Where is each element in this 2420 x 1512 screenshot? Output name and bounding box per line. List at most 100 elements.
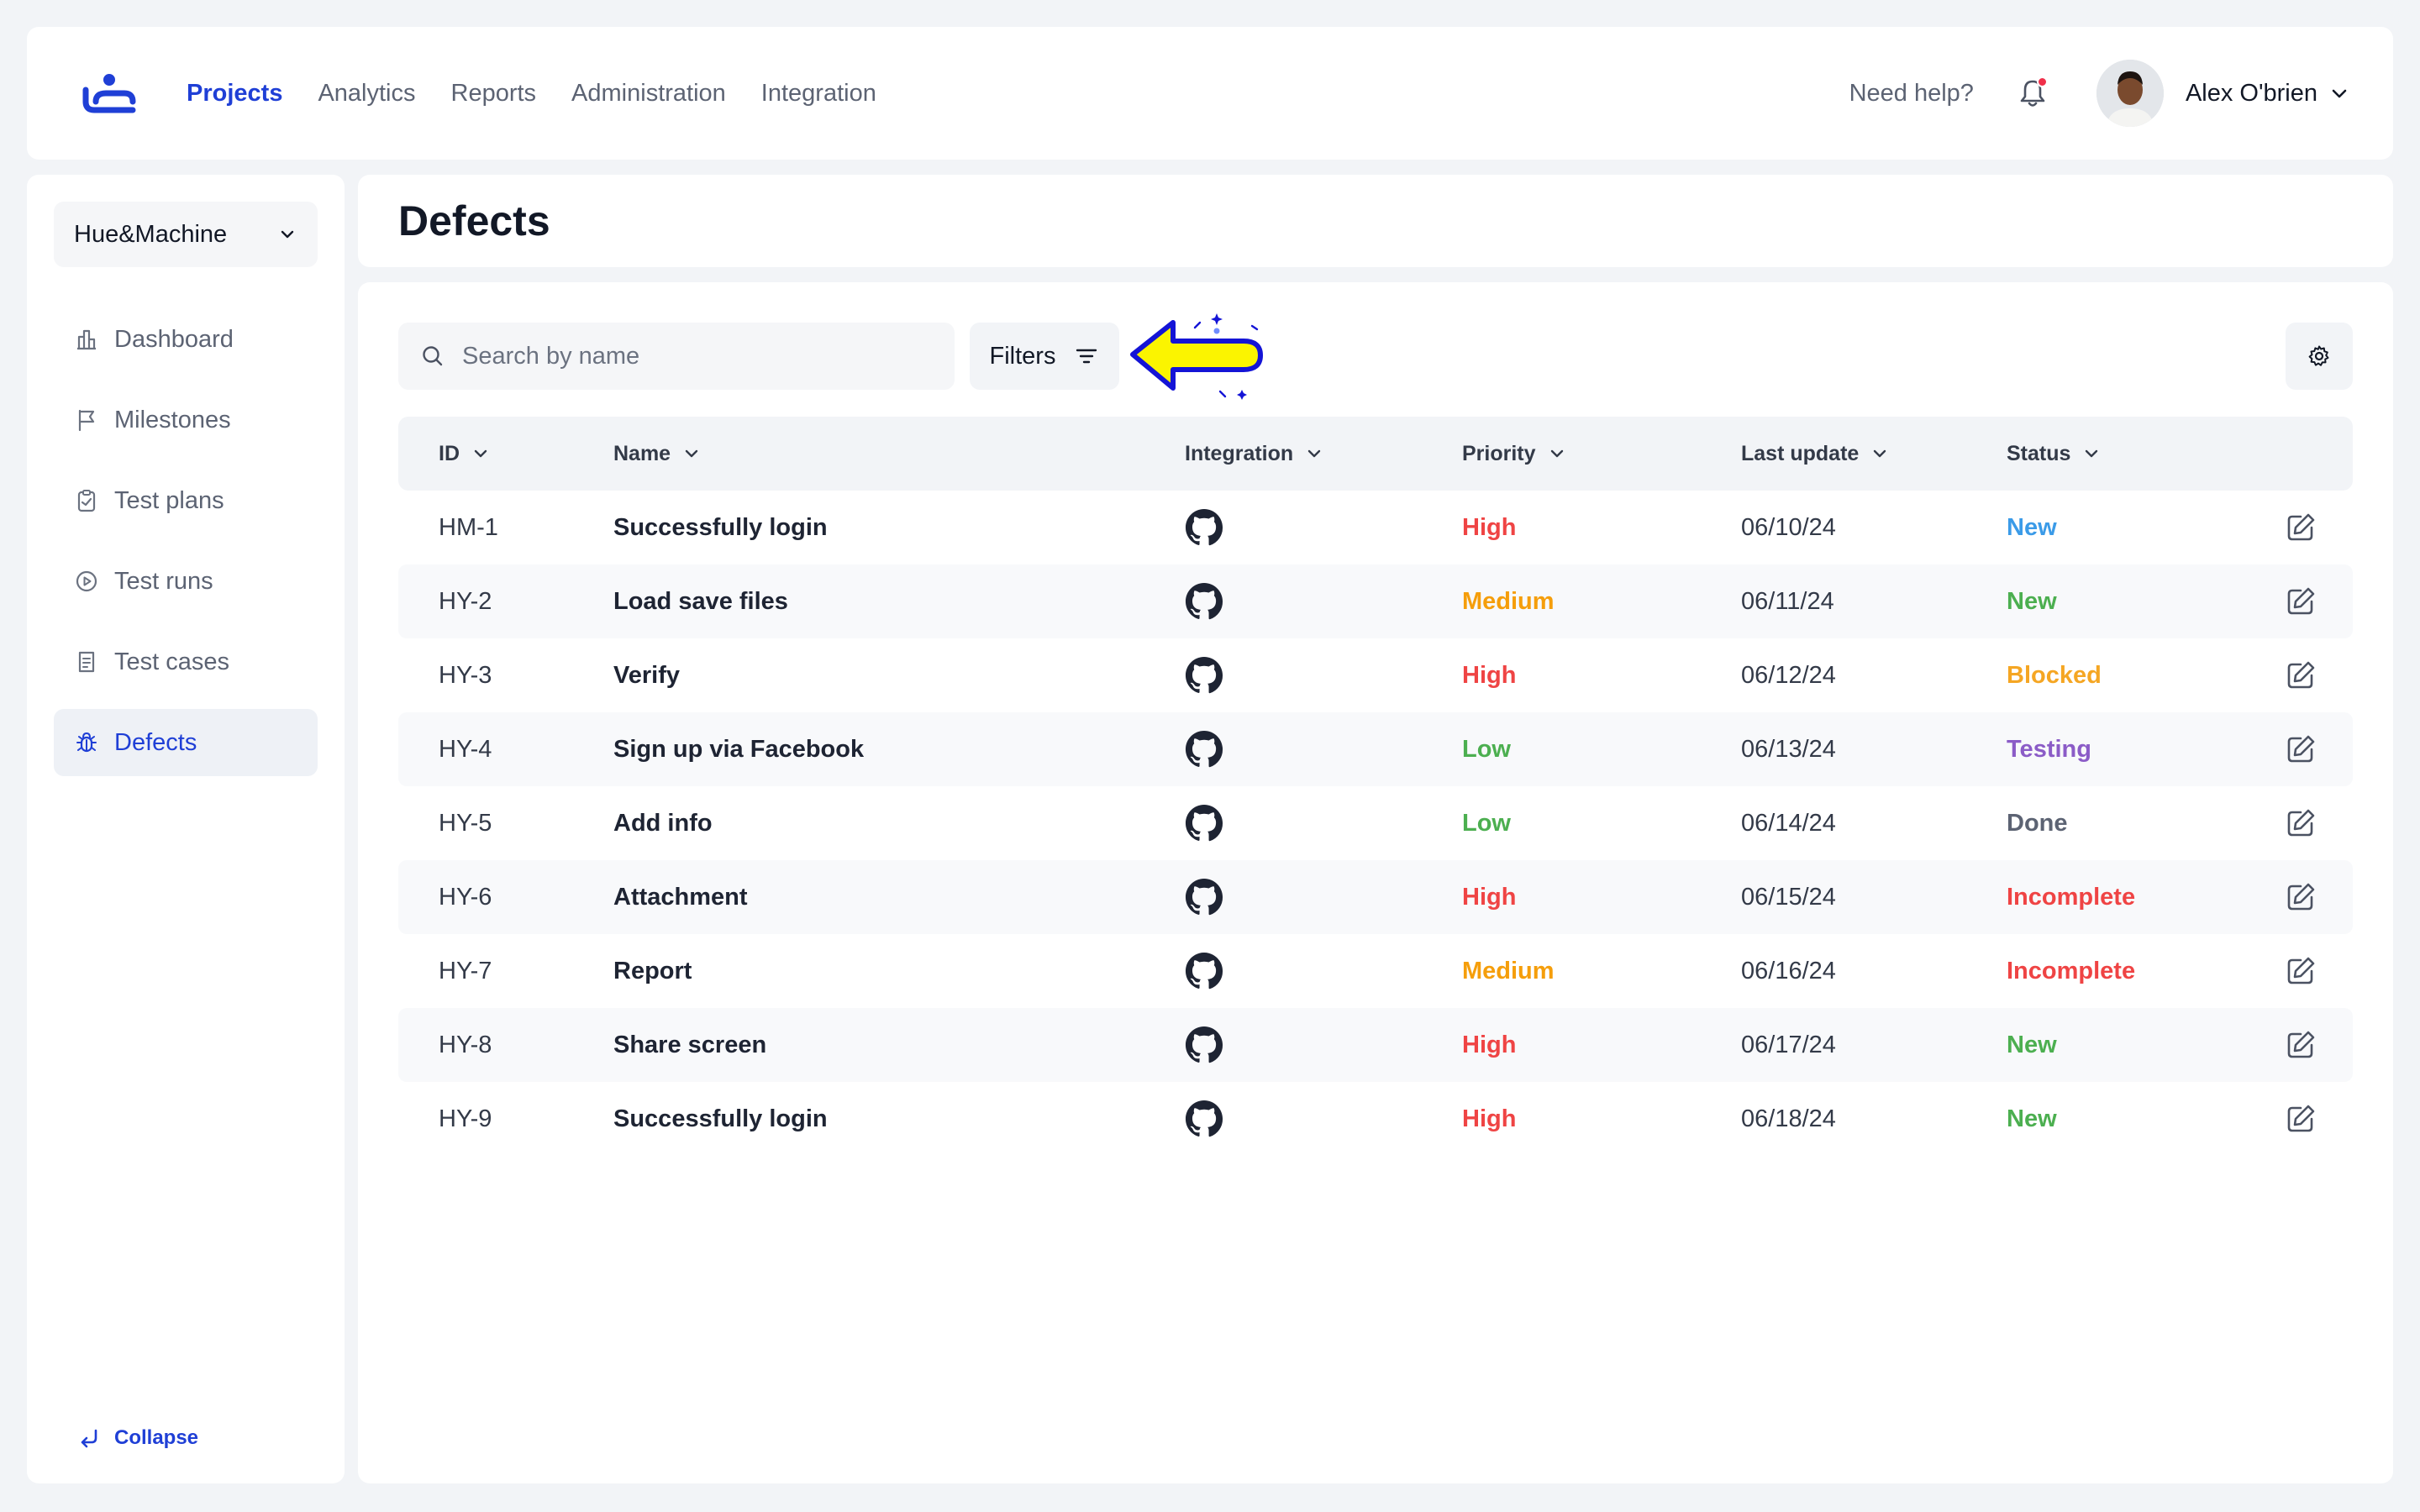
cell-integration[interactable] bbox=[1185, 1008, 1223, 1082]
table-row[interactable]: HY-5 Add info Low 06/14/24 Done bbox=[398, 786, 2353, 860]
cell-integration[interactable] bbox=[1185, 1082, 1223, 1156]
edit-button[interactable] bbox=[2284, 934, 2317, 1008]
edit-button[interactable] bbox=[2284, 786, 2317, 860]
nav-projects[interactable]: Projects bbox=[187, 79, 283, 107]
avatar-image bbox=[2096, 60, 2164, 127]
github-icon bbox=[1185, 952, 1223, 990]
edit-button[interactable] bbox=[2284, 712, 2317, 786]
cell-name[interactable]: Sign up via Facebook bbox=[613, 735, 865, 763]
search-input[interactable] bbox=[462, 342, 933, 370]
sidebar-item-test-plans[interactable]: Test plans bbox=[54, 467, 318, 534]
chevron-down-icon bbox=[2086, 449, 2098, 458]
project-select[interactable]: Hue&Machine bbox=[54, 202, 318, 267]
cell-last-update: 06/18/24 bbox=[1741, 1105, 1836, 1132]
column-header-status[interactable]: Status bbox=[2007, 442, 2101, 466]
bug-icon bbox=[76, 732, 97, 753]
cell-integration[interactable] bbox=[1185, 860, 1223, 934]
sidebar-item-test-runs[interactable]: Test runs bbox=[54, 548, 318, 615]
nav-reports[interactable]: Reports bbox=[450, 79, 537, 107]
table-row[interactable]: HY-7 Report Medium 06/16/24 Incomplete bbox=[398, 934, 2353, 1008]
table-row[interactable]: HY-2 Load save files Medium 06/11/24 New bbox=[398, 564, 2353, 638]
notification-dot bbox=[2036, 76, 2048, 87]
sidebar-item-test-cases[interactable]: Test cases bbox=[54, 628, 318, 696]
nav-integration[interactable]: Integration bbox=[760, 79, 876, 107]
column-header-last-update[interactable]: Last update bbox=[1741, 442, 1889, 466]
sidebar-item-milestones[interactable]: Milestones bbox=[54, 386, 318, 454]
edit-button[interactable] bbox=[2284, 1008, 2317, 1082]
return-arrow-icon bbox=[81, 1429, 97, 1448]
cell-name[interactable]: Report bbox=[613, 957, 692, 984]
filters-button[interactable]: Filters bbox=[970, 323, 1119, 390]
gear-icon bbox=[2308, 345, 2329, 366]
sidebar-item-defects[interactable]: Defects bbox=[54, 709, 318, 776]
search-icon bbox=[423, 346, 443, 366]
cell-name[interactable]: Successfully login bbox=[613, 1105, 828, 1132]
cell-status: New bbox=[2007, 513, 2057, 541]
cell-integration[interactable] bbox=[1185, 786, 1223, 860]
cell-priority: Low bbox=[1462, 809, 1511, 837]
table-settings-button[interactable] bbox=[2286, 323, 2353, 390]
column-header-name[interactable]: Name bbox=[613, 442, 701, 466]
toolbar: Filters bbox=[398, 313, 2353, 400]
column-header-priority[interactable]: Priority bbox=[1462, 442, 1566, 466]
github-icon bbox=[1185, 508, 1223, 546]
project-select-label: Hue&Machine bbox=[74, 220, 228, 248]
cell-status: Incomplete bbox=[2007, 957, 2136, 984]
sidebar-item-label: Test runs bbox=[114, 567, 213, 595]
table-row[interactable]: HM-1 Successfully login High 06/10/24 New bbox=[398, 491, 2353, 564]
edit-icon bbox=[2287, 1105, 2315, 1132]
cell-last-update: 06/12/24 bbox=[1741, 661, 1836, 689]
cell-last-update: 06/16/24 bbox=[1741, 957, 1836, 984]
edit-icon bbox=[2287, 735, 2315, 763]
edit-icon bbox=[2287, 513, 2315, 541]
cell-integration[interactable] bbox=[1185, 638, 1223, 712]
cell-name[interactable]: Verify bbox=[613, 661, 680, 689]
cell-integration[interactable] bbox=[1185, 712, 1223, 786]
collapse-button[interactable]: Collapse bbox=[77, 1426, 198, 1450]
cell-last-update: 06/17/24 bbox=[1741, 1031, 1836, 1058]
table-row[interactable]: HY-4 Sign up via Facebook Low 06/13/24 Testi… bbox=[398, 712, 2353, 786]
table-header: ID Name Integration Priority Last update… bbox=[398, 417, 2353, 491]
cell-id: HY-5 bbox=[439, 809, 492, 837]
edit-button[interactable] bbox=[2284, 491, 2317, 564]
cell-id: HY-8 bbox=[439, 1031, 492, 1058]
github-icon bbox=[1185, 878, 1223, 916]
user-name[interactable]: Alex O'brien bbox=[2185, 79, 2317, 107]
cell-integration[interactable] bbox=[1185, 491, 1223, 564]
nav-administration[interactable]: Administration bbox=[571, 79, 726, 107]
cell-name[interactable]: Successfully login bbox=[613, 513, 828, 541]
user-area: Need help? Alex O'brien bbox=[1849, 60, 2349, 127]
sidebar: Hue&Machine Dashboard Milestones Test pl… bbox=[27, 175, 345, 1483]
app-logo-icon[interactable] bbox=[81, 71, 139, 115]
cell-name[interactable]: Attachment bbox=[613, 883, 748, 911]
edit-button[interactable] bbox=[2284, 638, 2317, 712]
sidebar-item-label: Test cases bbox=[114, 648, 229, 675]
github-icon bbox=[1185, 804, 1223, 842]
collapse-label: Collapse bbox=[114, 1426, 199, 1449]
table-row[interactable]: HY-9 Successfully login High 06/18/24 New bbox=[398, 1082, 2353, 1156]
notifications-button[interactable] bbox=[2016, 76, 2049, 110]
edit-button[interactable] bbox=[2284, 564, 2317, 638]
cell-name[interactable]: Add info bbox=[613, 809, 713, 837]
chevron-down-icon bbox=[1307, 449, 1321, 458]
column-header-integration[interactable]: Integration bbox=[1185, 442, 1323, 466]
edit-button[interactable] bbox=[2284, 1082, 2317, 1156]
sidebar-item-dashboard[interactable]: Dashboard bbox=[54, 306, 318, 373]
avatar[interactable] bbox=[2096, 60, 2164, 127]
cell-integration[interactable] bbox=[1185, 934, 1223, 1008]
table-row[interactable]: HY-6 Attachment High 06/15/24 Incomplete bbox=[398, 860, 2353, 934]
cell-name[interactable]: Share screen bbox=[613, 1031, 767, 1058]
cell-last-update: 06/14/24 bbox=[1741, 809, 1836, 837]
cell-name[interactable]: Load save files bbox=[613, 587, 788, 615]
cell-status: New bbox=[2007, 587, 2057, 615]
help-link[interactable]: Need help? bbox=[1849, 79, 1974, 107]
cell-last-update: 06/10/24 bbox=[1741, 513, 1836, 541]
column-header-id[interactable]: ID bbox=[439, 442, 490, 466]
table-row[interactable]: HY-3 Verify High 06/12/24 Blocked bbox=[398, 638, 2353, 712]
edit-button[interactable] bbox=[2284, 860, 2317, 934]
cell-priority: High bbox=[1462, 661, 1517, 689]
chevron-down-icon[interactable] bbox=[2329, 83, 2349, 103]
nav-analytics[interactable]: Analytics bbox=[318, 79, 416, 107]
table-row[interactable]: HY-8 Share screen High 06/17/24 New bbox=[398, 1008, 2353, 1082]
cell-integration[interactable] bbox=[1185, 564, 1223, 638]
